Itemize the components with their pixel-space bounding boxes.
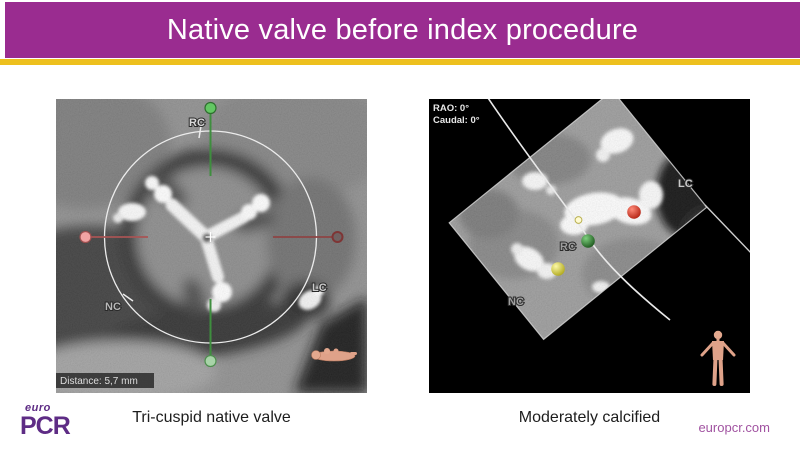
- right-image-caption: Moderately calcified: [518, 409, 661, 426]
- label-lc-right: LC: [678, 178, 693, 190]
- measurement-overlay: RC NC LC Distance: 5,7 mm: [56, 101, 344, 388]
- green-handle-bottom: [204, 354, 217, 368]
- distance-readout-bg: [56, 373, 154, 388]
- left-image-caption: Tri-cuspid native valve: [132, 409, 291, 426]
- label-nc-right: NC: [508, 296, 524, 308]
- label-rc: RC: [189, 117, 205, 129]
- rao-angle-readout: RAO: 0°: [433, 103, 469, 114]
- red-sphere-marker: [627, 205, 641, 219]
- circle-tick-top: [198, 125, 202, 139]
- europcr-site-link[interactable]: europcr.com: [698, 420, 770, 435]
- circle-tick-left: [122, 293, 134, 302]
- red-handle-left: [79, 230, 92, 244]
- red-handle-right: [331, 231, 344, 243]
- accent-divider: [0, 59, 800, 65]
- slab-edge: [448, 99, 708, 341]
- center-cross: [205, 232, 216, 242]
- page-title: Native valve before index procedure: [166, 13, 639, 46]
- green-handle-top: [204, 101, 217, 115]
- patient-supine-icon: [311, 348, 357, 362]
- distance-readout: Distance: 5,7 mm: [60, 376, 138, 387]
- slide-title-bar: Native valve before index procedure: [5, 2, 800, 58]
- label-lc: LC: [312, 282, 327, 294]
- ct-axial-valve-viewport: RC NC LC Distance: 5,7 mm: [56, 99, 367, 393]
- slab-edge-extension: [704, 204, 750, 253]
- logo-pcr-text: PCR: [20, 412, 71, 440]
- europcr-logo: euro PCR: [20, 402, 71, 440]
- green-sphere-marker: [581, 234, 595, 248]
- hinge-dot-marker: [574, 216, 583, 224]
- ct-3d-slab-image: LC RC NC RAO: 0° Caudal: 0°: [429, 99, 750, 393]
- ct-3d-slab-viewport: LC RC NC RAO: 0° Caudal: 0°: [429, 99, 750, 393]
- caudal-angle-readout: Caudal: 0°: [433, 115, 480, 126]
- logo-euro-text: euro: [25, 402, 51, 414]
- label-rc-right: RC: [560, 241, 576, 253]
- yellow-sphere-marker: [551, 262, 565, 276]
- ct-axial-valve-image: RC NC LC Distance: 5,7 mm: [56, 99, 367, 393]
- patient-standing-icon: [700, 330, 736, 386]
- label-nc: NC: [105, 301, 121, 313]
